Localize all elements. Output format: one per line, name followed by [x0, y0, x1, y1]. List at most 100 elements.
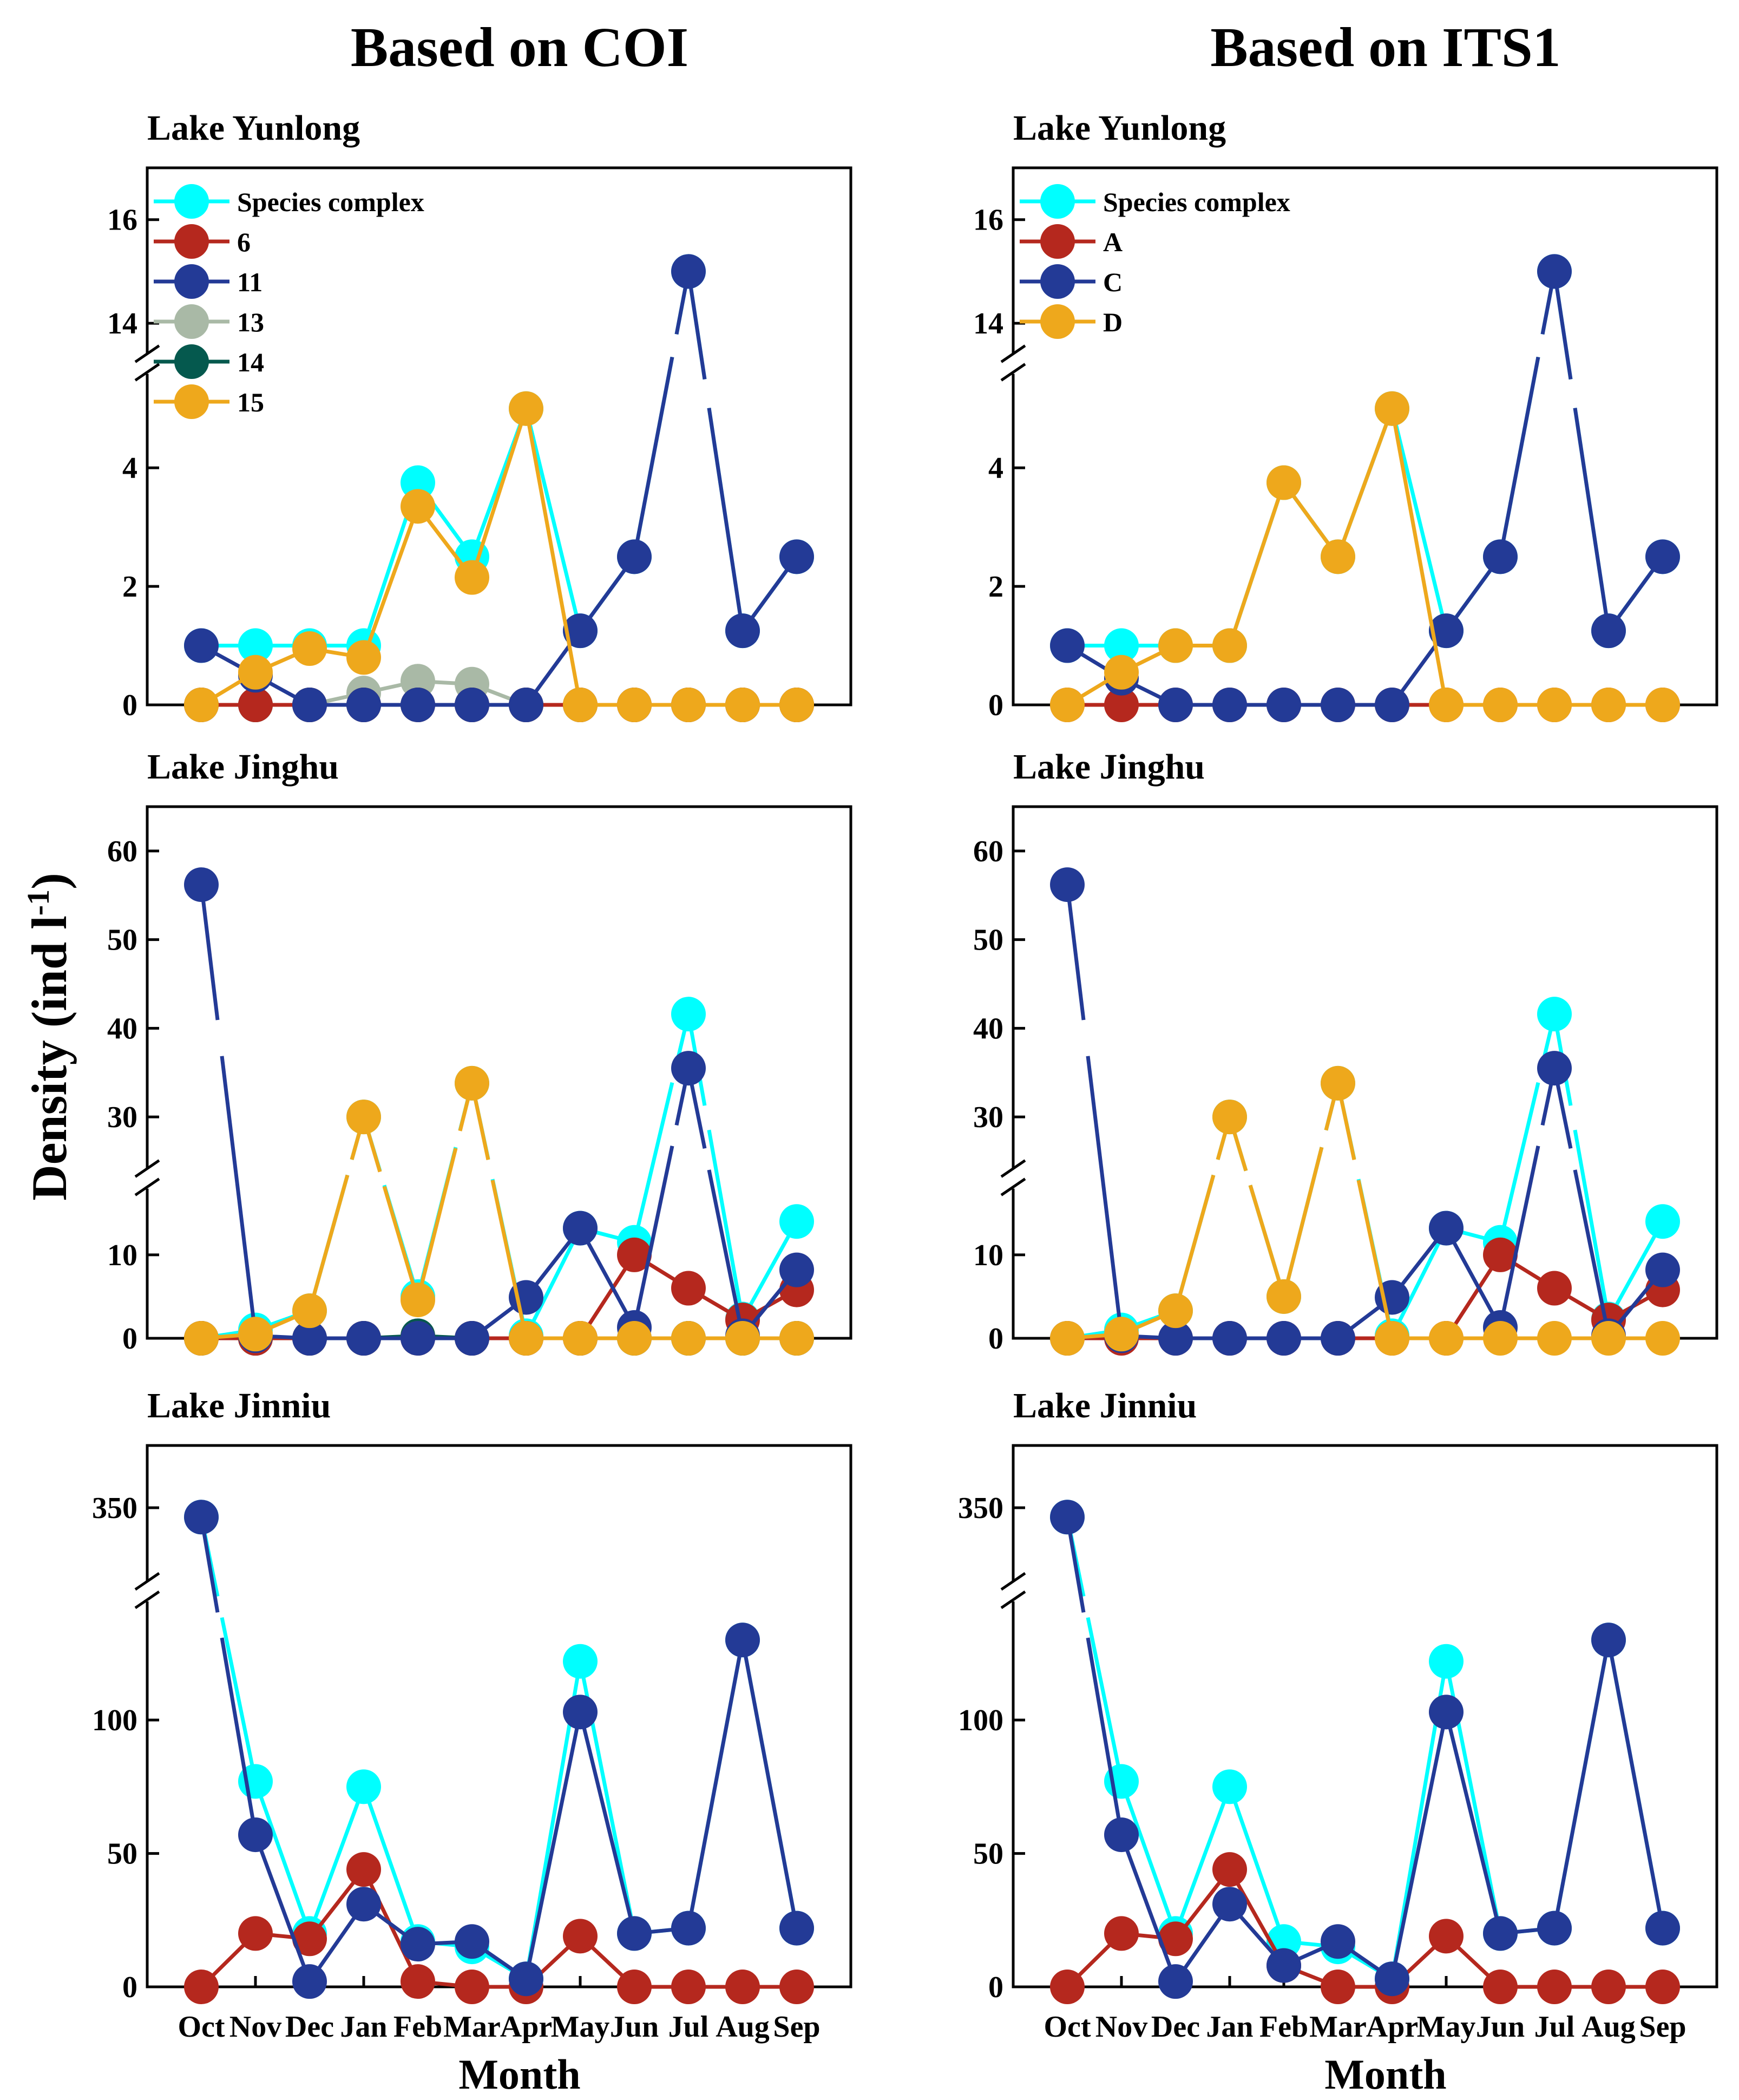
x-tick-label-apr: Apr [1366, 2010, 1418, 2044]
axis-break-mark [1000, 1572, 1026, 1591]
data-point [184, 1500, 219, 1535]
legend-label-a: A [1103, 227, 1123, 257]
data-point [1375, 1321, 1409, 1356]
data-point [1645, 1321, 1680, 1356]
series-line-segment [1119, 1781, 1178, 1934]
y-tick-label: 50 [107, 924, 137, 957]
data-point [1645, 1204, 1680, 1239]
axis-break-mark [134, 1177, 160, 1196]
y-tick-label: 4 [122, 452, 137, 485]
x-tick-label-feb: Feb [1259, 2010, 1308, 2044]
series-line-segment [707, 408, 745, 631]
data-point [1537, 1051, 1572, 1086]
data-point [1212, 1887, 1247, 1922]
series-line-segment [1552, 1639, 1611, 1929]
data-point [1050, 867, 1085, 902]
series-line-segment [1444, 1227, 1502, 1329]
series-c [1050, 867, 1680, 1356]
legend-label-c: C [1103, 267, 1123, 297]
data-point [1591, 1623, 1626, 1658]
data-point [779, 539, 814, 574]
data-point [509, 688, 543, 722]
series-line-segment [1390, 1227, 1448, 1337]
series-species-complex [1050, 997, 1680, 1356]
data-point [401, 664, 435, 699]
x-tick-label-jan: Jan [1206, 2010, 1253, 2044]
data-point [1158, 1321, 1193, 1356]
series-line-segment [1444, 1711, 1502, 1934]
series-line-segment [632, 356, 674, 558]
y-tick-label: 50 [973, 924, 1003, 957]
data-point [184, 867, 219, 902]
axis-break-mark [1000, 1177, 1026, 1196]
data-point [1158, 688, 1193, 722]
data-point [1483, 1237, 1518, 1272]
data-point [1429, 1211, 1464, 1246]
series-line-segment [1552, 271, 1573, 380]
x-tick-label-may: May [551, 2010, 610, 2044]
data-point [1158, 1293, 1193, 1329]
series-line-segment [416, 1148, 458, 1300]
y-tick-label: 2 [988, 570, 1003, 604]
data-point [509, 1321, 543, 1356]
series-line-segment [632, 1082, 674, 1243]
data-point [1321, 539, 1355, 574]
series-c [1050, 254, 1680, 722]
data-point [1537, 688, 1572, 722]
data-point [455, 688, 489, 722]
data-point [1645, 1970, 1680, 2004]
data-point [617, 539, 652, 574]
axis-break-mark [134, 1572, 160, 1591]
data-point [1645, 539, 1680, 574]
data-point [1321, 1321, 1355, 1356]
y-tick-label: 0 [988, 1971, 1003, 2004]
panel-title: Lake Yunlong [147, 108, 360, 148]
x-tick-label-jul: Jul [668, 2010, 709, 2044]
data-point [1050, 688, 1085, 722]
series-line-segment [490, 1180, 528, 1339]
data-point [1537, 997, 1572, 1032]
y-tick-label: 50 [107, 1837, 137, 1871]
legend-marker [174, 224, 209, 259]
data-point [671, 688, 706, 722]
legend: Species complex 6 11 13 14 15 [154, 184, 424, 419]
data-point [401, 465, 435, 500]
series-line-segment [1282, 1147, 1324, 1297]
data-point [563, 1644, 598, 1679]
data-point [725, 1321, 760, 1356]
data-point [238, 628, 273, 663]
series-line-segment [686, 271, 707, 380]
series-line-segment [362, 506, 420, 658]
data-point [563, 1919, 598, 1954]
plot-frame [1012, 1444, 1718, 1988]
data-point [779, 688, 814, 722]
plot-frame [1012, 805, 1718, 1340]
data-point [725, 613, 760, 649]
x-tick-label-mar: Mar [1309, 2010, 1367, 2044]
x-tick-label-jul: Jul [1534, 2010, 1575, 2044]
data-point [1212, 1100, 1247, 1135]
data-point [1483, 539, 1518, 574]
y-tick-label: 14 [973, 307, 1003, 341]
series-line-segment [632, 1146, 674, 1328]
data-point [292, 1321, 327, 1356]
x-tick-label-dec: Dec [285, 2010, 334, 2044]
data-point [671, 1321, 706, 1356]
legend-marker [174, 384, 209, 419]
data-point [1537, 1321, 1572, 1356]
y-tick-label: 50 [973, 1837, 1003, 1871]
data-point [1158, 628, 1193, 663]
data-point [1158, 1964, 1193, 1999]
series-line-segment [1390, 1711, 1448, 1979]
data-point [1266, 688, 1301, 722]
series-line-segment [1573, 408, 1611, 631]
series-line-segment [740, 1220, 799, 1320]
panel-lake-jinghu-its1: Lake Jinghu 0 10 30 40 50 60 [973, 747, 1718, 1356]
data-point [617, 1970, 652, 2004]
data-point [1483, 1916, 1518, 1951]
panel-lake-jinniu-coi: Lake Jinniu 0 50 100 350 Oct Nov Dec Jan Feb MarAp… [92, 1386, 852, 2044]
legend-marker [174, 264, 209, 299]
series-species-complex [184, 1500, 814, 1997]
data-point [1429, 1644, 1464, 1679]
data-point [455, 1924, 489, 1959]
